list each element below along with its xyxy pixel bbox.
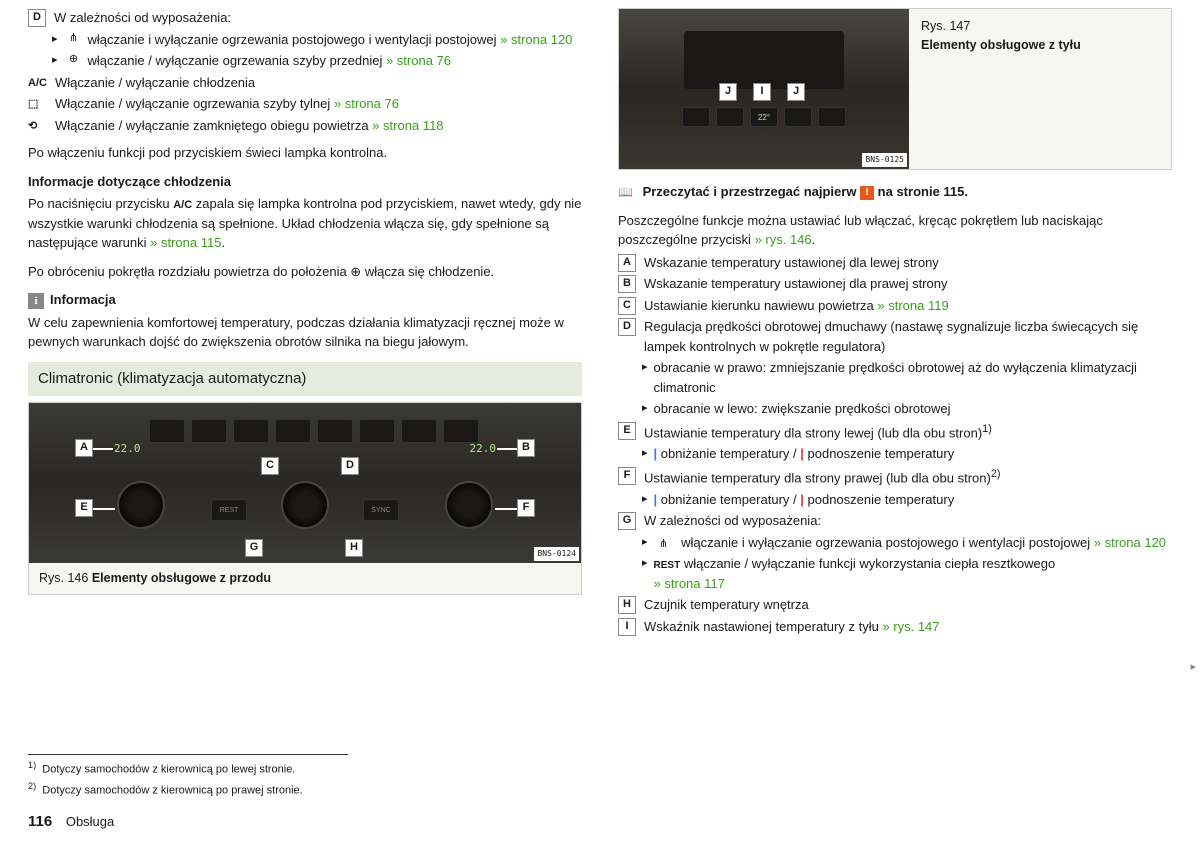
ritem-D: DRegulacja prędkości obrotowej dmuchawy … (618, 317, 1172, 356)
item-D-text: W zależności od wyposażenia: (54, 8, 582, 28)
ritem-B: BWskazanie temperatury ustawionej dla pr… (618, 274, 1172, 294)
ritem-C-link[interactable]: » strona 119 (877, 298, 948, 313)
intro-link[interactable]: » rys. 146 (755, 232, 812, 247)
ritem-G: GW zależności od wyposażenia: (618, 511, 1172, 531)
sub1-link[interactable]: » strona 120 (500, 32, 572, 47)
callout-B: B (517, 439, 535, 457)
figure-146: 22.0 22.0 REST SYNC A B C D E F G H (28, 402, 582, 595)
rest-icon: REST (654, 560, 681, 571)
ritem-C: CUstawianie kierunku nawiewu powietrza »… (618, 296, 1172, 316)
ritem-D-sub2: obracanie w lewo: zwiększanie prędkości … (618, 399, 1172, 419)
callout-G: G (245, 539, 263, 557)
callout-I: I (753, 83, 771, 101)
fig147-caption: Rys. 147 Elementy obsługowe z tyłu (909, 9, 1171, 169)
ritem-G-sub1: ⋔ włączanie i wyłączanie ogrzewania post… (618, 533, 1172, 553)
ritem-G-sub2: REST włączanie / wyłączanie funkcji wyko… (618, 554, 1172, 593)
figure-146-image: 22.0 22.0 REST SYNC A B C D E F G H (29, 403, 581, 563)
temp-right: 22.0 (470, 441, 497, 458)
sub2-text: włączanie / wyłączanie ogrzewania szyby … (88, 53, 386, 68)
read-first: Przeczytać i przestrzegać najpierw ! na … (618, 182, 1172, 202)
info-text: W celu zapewnienia komfortowej temperatu… (28, 313, 582, 352)
row-rearwin-text: Włączanie / wyłączanie ogrzewania szyby … (55, 96, 334, 111)
callout-C: C (261, 457, 279, 475)
rearwindow-icon: ⬚ (28, 96, 52, 113)
callout-E: E (75, 499, 93, 517)
row-ac: A/C Włączanie / wyłączanie chłodzenia (28, 73, 582, 93)
recirculation-icon: ⟲ (28, 118, 52, 135)
left-column: D W zależności od wyposażenia: ⋔ włączan… (28, 8, 582, 638)
row-recirc-text: Włączanie / wyłączanie zamkniętego obieg… (55, 118, 372, 133)
right-column: 22° J I J BNS-0125 Rys. 147 Elementy obs… (618, 8, 1172, 638)
ritem-G-sub2-link[interactable]: » strona 117 (654, 576, 725, 591)
footnotes: 1) Dotyczy samochodów z kierownicą po le… (28, 754, 348, 801)
label-D: D (28, 9, 46, 27)
callout-D: D (341, 457, 359, 475)
cooling-para2: Po obróceniu pokrętła rozdziału powietrz… (28, 262, 582, 282)
ritem-F: FUstawianie temperatury dla strony prawe… (618, 466, 1172, 488)
temp-left: 22.0 (114, 441, 141, 458)
row-rearwin-link[interactable]: » strona 76 (334, 96, 399, 111)
cooling-heading: Informacje dotyczące chłodzenia (28, 172, 582, 192)
page-section: Obsługa (66, 814, 114, 829)
heater-icon: ⋔ (64, 30, 84, 47)
ritem-H: HCzujnik temperatury wnętrza (618, 595, 1172, 615)
sub2-link[interactable]: » strona 76 (386, 53, 451, 68)
para-lamp: Po włączeniu funkcji pod przyciskiem świ… (28, 143, 582, 163)
intro-para: Poszczególne funkcje można ustawiać lub … (618, 211, 1172, 250)
cooling-link[interactable]: » strona 115 (150, 235, 221, 250)
callout-H: H (345, 539, 363, 557)
ritem-E-sub: | obniżanie temperatury / | podnoszenie … (618, 444, 1172, 464)
row-ac-text: Włączanie / wyłączanie chłodzenia (55, 73, 582, 93)
heater-icon-2: ⋔ (654, 536, 674, 553)
section-heading: Climatronic (klimatyzacja automatyczna) (28, 362, 582, 397)
item-D-sub1: ⋔ włączanie i wyłączanie ogrzewania post… (28, 30, 582, 50)
cooling-para: Po naciśnięciu przycisku A/C zapala się … (28, 194, 582, 253)
ritem-F-sub: | obniżanie temperatury / | podnoszenie … (618, 490, 1172, 510)
info-heading: iInformacja (28, 290, 582, 310)
img-code-147: BNS-0125 (862, 153, 907, 167)
figure-147: 22° J I J BNS-0125 Rys. 147 Elementy obs… (618, 8, 1172, 170)
footnote-2: 2) Dotyczy samochodów z kierownicą po pr… (28, 780, 348, 799)
figure-147-image: 22° J I J BNS-0125 (619, 9, 909, 169)
warning-icon: ! (860, 186, 874, 200)
img-code-146: BNS-0124 (534, 547, 579, 561)
sub1-text: włączanie i wyłączanie ogrzewania postoj… (88, 32, 501, 47)
ritem-I-link[interactable]: » rys. 147 (882, 619, 939, 634)
book-icon (618, 184, 639, 199)
row-recirc-link[interactable]: » strona 118 (372, 118, 443, 133)
row-rearwin: ⬚ Włączanie / wyłączanie ogrzewania szyb… (28, 94, 582, 114)
ac-icon: A/C (28, 75, 52, 92)
ritem-E: EUstawianie temperatury dla strony lewej… (618, 421, 1172, 443)
item-D: D W zależności od wyposażenia: (28, 8, 582, 28)
callout-A: A (75, 439, 93, 457)
callout-F: F (517, 499, 535, 517)
ritem-G-sub1-link[interactable]: » strona 120 (1094, 535, 1166, 550)
info-icon: i (28, 293, 44, 309)
row-recirc: ⟲ Włączanie / wyłączanie zamkniętego obi… (28, 116, 582, 136)
page-number: 116 (28, 813, 52, 830)
callout-J1: J (719, 83, 737, 101)
fig146-caption: Rys. 146 Elementy obsługowe z przodu (29, 563, 581, 594)
windshield-icon: ⊕ (64, 51, 84, 68)
ritem-D-sub1: obracanie w prawo: zmniejszanie prędkośc… (618, 358, 1172, 397)
continuation-indicator: ▸ (1190, 659, 1196, 676)
ritem-I: IWskaźnik nastawionej temperatury z tyłu… (618, 617, 1172, 637)
footnote-1: 1) Dotyczy samochodów z kierownicą po le… (28, 759, 348, 778)
item-D-sub2: ⊕ włączanie / wyłączanie ogrzewania szyb… (28, 51, 582, 71)
callout-J2: J (787, 83, 805, 101)
page-footer: 116 Obsługa (28, 811, 114, 834)
ritem-A: AWskazanie temperatury ustawionej dla le… (618, 253, 1172, 273)
